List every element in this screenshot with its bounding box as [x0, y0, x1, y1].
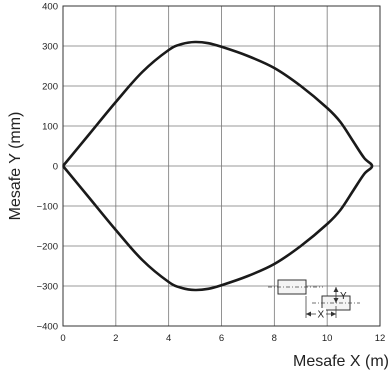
- chart-grid: [62, 5, 381, 327]
- y-tick-labels: 400 300 200 100 0 −100 −200 −300 −400: [37, 2, 58, 333]
- x-tick-label: 2: [113, 333, 118, 344]
- y-tick-label: −400: [37, 322, 58, 333]
- inset-x-arrow-head-left: [306, 311, 311, 317]
- y-tick-label: −300: [37, 282, 58, 293]
- x-tick-label: 6: [219, 333, 224, 344]
- inset-y-arrow-head-bottom: [333, 298, 339, 303]
- x-tick-label: 12: [375, 333, 386, 344]
- y-tick-label: 300: [42, 42, 58, 53]
- x-tick-label: 8: [272, 333, 277, 344]
- y-tick-label: 100: [42, 122, 58, 133]
- y-tick-label: 200: [42, 82, 58, 93]
- plot-frame: [62, 5, 381, 327]
- x-tick-label: 10: [322, 333, 333, 344]
- x-tick-label: 4: [166, 333, 171, 344]
- inset-y-label: Y: [340, 291, 347, 302]
- y-tick-label: 400: [42, 2, 58, 13]
- inset-x-label-bg: [316, 308, 326, 319]
- inset-y-arrow-head-top: [333, 287, 339, 292]
- inset-x-label: X: [318, 310, 325, 321]
- x-tick-label: 0: [60, 333, 65, 344]
- sensor-layout-inset: Y X: [268, 279, 360, 321]
- x-axis-title: Mesafe X (m): [293, 353, 389, 370]
- y-tick-label: −100: [37, 202, 58, 213]
- x-tick-labels: 0 2 4 6 8 10 12: [60, 333, 385, 344]
- y-tick-label: −200: [37, 242, 58, 253]
- detection-area-curve: [61, 40, 374, 292]
- y-tick-label: 0: [53, 162, 58, 173]
- y-axis-title: Mesafe Y (mm): [7, 112, 24, 221]
- inset-x-arrow-head-right: [331, 311, 336, 317]
